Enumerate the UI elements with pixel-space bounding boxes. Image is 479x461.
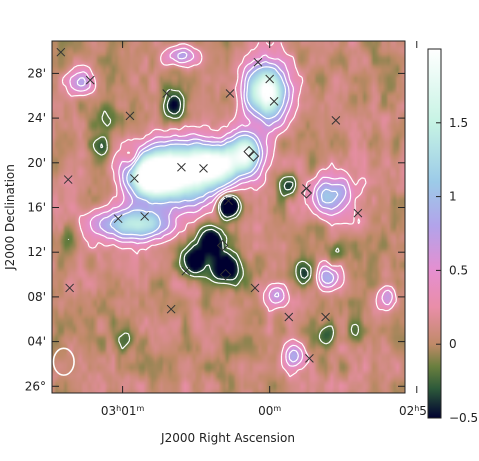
y-tick-label: 04': [27, 335, 46, 349]
y-tick-label: 24': [27, 111, 46, 125]
x-tick-label: 03h01m: [101, 404, 145, 419]
source-x-marker: [113, 214, 123, 224]
contour-level-2: [61, 41, 397, 378]
y-axis: 26° 04' 08' 12' 16' 20' 24' 28': [25, 66, 405, 393]
colorbar-tick-label: −0.5: [449, 411, 478, 425]
y-axis-title: J2000 Declination: [3, 164, 17, 271]
y-tick-label: 08': [27, 290, 46, 304]
source-x-marker: [130, 174, 139, 183]
source-diamond-marker: [247, 150, 260, 162]
colorbar-tick-label: 0.5: [449, 263, 468, 277]
colorbar-tick-label: 1: [449, 190, 457, 204]
source-x-marker: [199, 164, 208, 173]
colorbar-tick-label: 0: [449, 337, 457, 351]
source-x-marker: [265, 74, 275, 84]
contour-level-1: [67, 88, 360, 350]
x-axis-title: J2000 Right Ascension: [160, 431, 295, 445]
contour-level-0: [100, 95, 309, 281]
colorbar-gradient: [427, 48, 442, 419]
source-x-marker: [125, 111, 135, 121]
source-x-marker: [305, 354, 314, 363]
colorbar: 1.5 1 0.5 0 −0.5: [427, 48, 478, 425]
source-x-marker: [253, 57, 263, 67]
source-x-marker: [42, 324, 50, 332]
source-x-marker: [250, 283, 260, 293]
source-x-marker: [225, 89, 235, 98]
source-x-marker: [63, 175, 73, 184]
colorbar-tick-label: 1.5: [449, 116, 468, 130]
source-markers: [42, 47, 363, 363]
y-tick-label: 12': [27, 245, 46, 259]
source-x-marker: [321, 312, 330, 322]
y-tick-label: 16': [27, 201, 46, 215]
source-x-marker: [166, 304, 176, 314]
source-x-marker: [177, 162, 186, 172]
source-x-marker: [65, 283, 75, 293]
source-x-marker: [269, 96, 279, 106]
source-x-marker: [331, 115, 341, 125]
x-tick-label: 00m: [258, 404, 281, 419]
contour-level-3: [69, 47, 393, 367]
source-x-marker: [284, 312, 294, 322]
y-tick-label: 20': [27, 156, 46, 170]
plot-frame: [51, 40, 406, 394]
source-x-marker: [162, 89, 172, 98]
source-x-marker: [56, 47, 66, 57]
colorbar-ticks: 1.5 1 0.5 0 −0.5: [436, 116, 478, 425]
contour-overlay: [61, 41, 397, 378]
source-x-marker: [85, 75, 95, 85]
contour-level-5: [109, 66, 339, 236]
source-x-marker: [224, 196, 233, 206]
source-x-marker: [353, 208, 363, 218]
y-tick-label: 26°: [25, 379, 46, 393]
source-diamond-marker: [300, 187, 313, 199]
source-x-marker: [181, 266, 191, 276]
y-tick-label: 28': [27, 66, 46, 80]
contour-level-4: [76, 51, 347, 363]
beam-ellipse: [52, 347, 75, 376]
source-diamond-marker: [219, 268, 232, 281]
heatmap-plot: [42, 40, 406, 394]
source-x-marker: [140, 212, 150, 221]
source-diamond-marker: [216, 239, 229, 252]
